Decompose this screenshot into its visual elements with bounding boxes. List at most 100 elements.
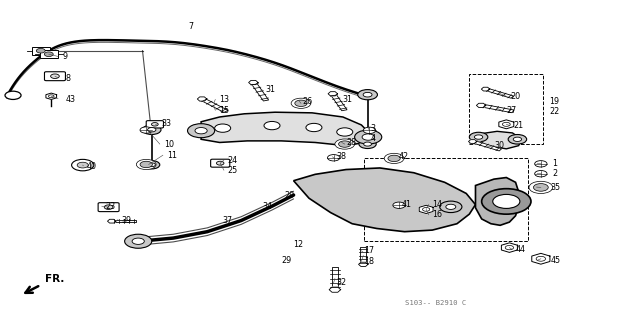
Circle shape [148, 128, 156, 132]
Polygon shape [108, 219, 116, 223]
Circle shape [72, 159, 94, 171]
Text: 11: 11 [167, 151, 177, 160]
Polygon shape [251, 82, 269, 101]
Circle shape [364, 142, 371, 146]
Circle shape [362, 134, 375, 140]
Text: 39: 39 [121, 216, 131, 225]
Polygon shape [476, 103, 486, 108]
Circle shape [137, 159, 156, 170]
Polygon shape [358, 262, 368, 267]
Circle shape [51, 74, 59, 78]
Circle shape [36, 48, 45, 53]
Circle shape [393, 202, 405, 208]
Circle shape [144, 161, 160, 169]
Text: 8: 8 [66, 74, 70, 83]
FancyBboxPatch shape [44, 72, 66, 81]
Circle shape [44, 52, 53, 57]
Text: 24: 24 [227, 156, 238, 164]
Polygon shape [468, 140, 477, 143]
Circle shape [339, 141, 351, 147]
Text: 20: 20 [510, 92, 520, 101]
Circle shape [337, 128, 353, 136]
Text: 43: 43 [66, 95, 75, 104]
Circle shape [446, 204, 456, 209]
Text: 29: 29 [281, 256, 292, 265]
Polygon shape [46, 93, 57, 100]
Circle shape [469, 132, 488, 142]
Circle shape [384, 153, 404, 164]
Polygon shape [499, 120, 514, 129]
Circle shape [151, 123, 158, 126]
Text: 21: 21 [514, 121, 524, 130]
Circle shape [481, 189, 531, 214]
Text: 2: 2 [552, 169, 557, 178]
FancyBboxPatch shape [211, 159, 230, 167]
Polygon shape [330, 93, 347, 111]
Polygon shape [531, 253, 550, 264]
Polygon shape [331, 268, 338, 290]
Text: 18: 18 [365, 257, 375, 266]
Circle shape [535, 171, 547, 177]
Polygon shape [248, 80, 258, 84]
Bar [365, 158, 528, 241]
Text: 31: 31 [343, 95, 353, 104]
Text: 27: 27 [506, 106, 517, 115]
Polygon shape [419, 205, 433, 213]
Circle shape [125, 234, 152, 248]
Circle shape [143, 125, 161, 134]
Text: 1: 1 [552, 159, 557, 168]
Circle shape [104, 205, 113, 209]
Polygon shape [481, 87, 489, 91]
Polygon shape [200, 98, 228, 112]
Text: 19: 19 [549, 97, 560, 106]
Circle shape [475, 135, 483, 139]
Circle shape [214, 124, 231, 132]
Text: 30: 30 [494, 141, 504, 150]
Circle shape [216, 161, 224, 165]
Text: 40: 40 [87, 162, 97, 171]
Text: 14: 14 [433, 200, 442, 209]
Polygon shape [329, 287, 341, 292]
Bar [40, 50, 58, 58]
Circle shape [363, 92, 372, 97]
Text: 17: 17 [365, 246, 375, 255]
Polygon shape [197, 97, 207, 101]
Circle shape [359, 140, 376, 148]
Text: 33: 33 [161, 119, 171, 128]
Circle shape [514, 137, 522, 141]
Text: 28: 28 [346, 138, 356, 147]
Text: 29: 29 [284, 190, 295, 200]
Circle shape [335, 139, 355, 149]
Circle shape [187, 124, 214, 138]
Text: 45: 45 [551, 256, 561, 265]
Circle shape [148, 163, 155, 167]
Circle shape [195, 128, 207, 134]
Circle shape [508, 134, 527, 144]
Text: 7: 7 [188, 22, 194, 31]
Text: FR.: FR. [45, 274, 64, 284]
Text: S103-- B2910 C: S103-- B2910 C [405, 300, 466, 306]
Circle shape [264, 122, 280, 130]
Text: 10: 10 [164, 140, 174, 148]
Circle shape [440, 201, 462, 212]
Text: 23: 23 [106, 202, 116, 211]
Polygon shape [475, 178, 519, 225]
Polygon shape [501, 243, 517, 252]
Circle shape [140, 161, 153, 168]
Text: 9: 9 [62, 52, 67, 61]
Text: 41: 41 [402, 200, 412, 209]
FancyBboxPatch shape [98, 203, 119, 212]
Text: 26: 26 [303, 97, 313, 106]
Polygon shape [480, 104, 514, 113]
Circle shape [493, 195, 520, 208]
Polygon shape [112, 220, 137, 222]
Circle shape [295, 100, 307, 107]
Circle shape [140, 127, 153, 133]
Text: 4: 4 [371, 134, 376, 143]
Circle shape [363, 127, 376, 133]
Circle shape [529, 181, 552, 194]
Text: 35: 35 [551, 183, 561, 192]
Circle shape [358, 90, 378, 100]
Circle shape [132, 238, 145, 244]
Text: 37: 37 [222, 216, 233, 225]
